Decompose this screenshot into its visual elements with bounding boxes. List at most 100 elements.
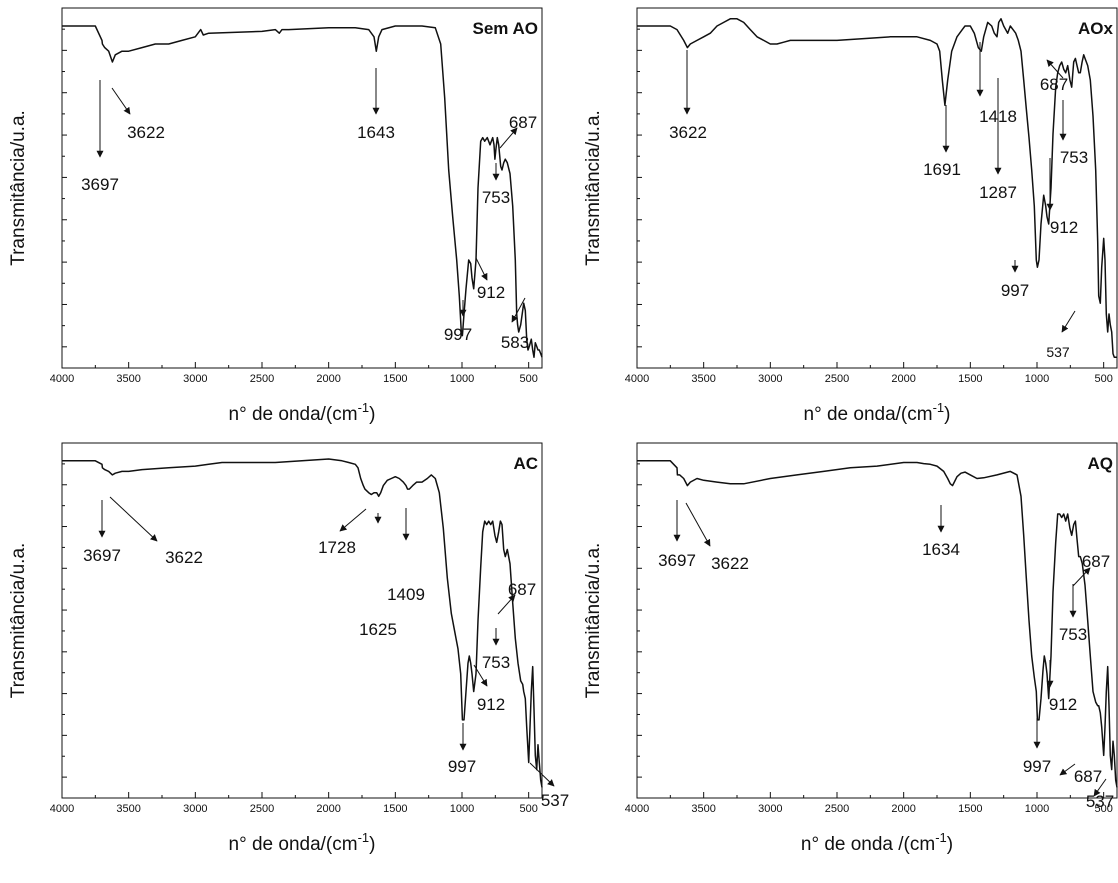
x-tick-label: 2000 [891,373,915,385]
peak-label: 912 [1049,695,1077,714]
peak-label: 537 [1046,344,1070,360]
x-tick-label: 1500 [383,803,407,815]
peak-arrow [499,127,518,149]
peak-label: 997 [1001,281,1029,300]
x-tick-label: 500 [1094,373,1112,385]
peak-label: 997 [444,325,472,344]
peak-label: 3622 [711,554,749,573]
peak-arrow [511,297,526,323]
panel-title: Sem AO [472,19,538,38]
peak-arrow [473,664,488,687]
plot-frame [636,442,1118,799]
peak-label: 687 [1074,767,1102,786]
x-tick-label: 500 [519,803,537,815]
panel-title: AOx [1078,19,1114,38]
x-tick-label: 500 [519,373,537,385]
peak-label: 1409 [387,585,425,604]
x-tick-label: 4000 [50,373,74,385]
peak-label: 997 [1023,757,1051,776]
peak-label: 537 [541,791,569,810]
peak-label: 687 [509,113,537,132]
x-tick-label: 1000 [450,803,474,815]
spectrum-line [62,25,543,358]
y-axis-label: Transmitância/u.a. [583,110,604,266]
spectrum-line [62,458,543,788]
y-axis-label: Transmitância/u.a. [583,543,604,699]
peak-label: 1643 [357,123,395,142]
x-tick-label: 3500 [691,803,715,815]
x-tick-label: 3000 [758,803,782,815]
peak-label: 912 [477,283,505,302]
peak-label: 753 [482,653,510,672]
peak-label: 687 [508,580,536,599]
peak-label: 1691 [923,160,961,179]
plot-frame [61,442,543,799]
x-tick-label: 2000 [316,803,340,815]
x-tick-label: 1500 [958,373,982,385]
x-tick-label: 1500 [958,803,982,815]
peak-label: 3622 [127,123,165,142]
peak-label: 3622 [669,123,707,142]
y-axis-label: Transmitância/u.a. [8,110,29,266]
spectrum-line [637,18,1117,358]
x-tick-label: 1500 [383,373,407,385]
peak-label: 3622 [165,548,203,567]
peak-arrow [685,502,711,547]
peak-arrow [1093,778,1107,797]
x-tick-label: 2500 [250,803,274,815]
peak-label: 753 [482,188,510,207]
peak-label: 753 [1060,148,1088,167]
peak-arrow [1072,567,1091,587]
spectrum-panel-1: 4000 3500 3000 2500 2000 1500 1000 500 Sem AO n° … [8,7,543,425]
x-tick-label: 3000 [758,373,782,385]
peak-label: 753 [1059,625,1087,644]
peak-arrow [475,257,488,281]
peak-label: 912 [1050,218,1078,237]
peak-arrow [1046,59,1064,79]
peak-label: 537 [1086,792,1114,811]
x-tick-label: 3500 [116,803,140,815]
x-axis-label: n° de onda/(cm-1) [229,400,376,425]
peak-arrow [1061,310,1076,333]
x-tick-label: 500 [1094,803,1112,815]
x-tick-label: 2500 [250,373,274,385]
peak-arrow [111,87,131,115]
x-tick-label: 4000 [625,373,649,385]
peak-label: 3697 [83,546,121,565]
peak-label: 687 [1040,75,1068,94]
peak-label: 912 [477,695,505,714]
x-tick-label: 3000 [183,373,207,385]
peak-label: 3697 [658,551,696,570]
peak-label: 583 [501,333,529,352]
x-tick-label: 4000 [50,803,74,815]
peak-arrow [1059,763,1076,776]
peak-label: 1634 [922,540,960,559]
x-axis-label: n° de onda/(cm-1) [229,830,376,855]
peak-arrow [529,762,555,787]
x-tick-label: 4000 [625,803,649,815]
x-tick-label: 1000 [450,373,474,385]
peak-label: 1287 [979,183,1017,202]
x-tick-label: 1000 [1025,373,1049,385]
x-axis-label: n° de onda /(cm-1) [801,830,953,855]
panel-title: AQ [1088,454,1114,473]
x-tick-label: 1000 [1025,803,1049,815]
peak-label: 1625 [359,620,397,639]
peak-label: 3697 [81,175,119,194]
peak-label: 1728 [318,538,356,557]
x-tick-label: 2000 [316,373,340,385]
panel-title: AC [513,454,538,473]
x-tick-label: 2000 [891,803,915,815]
x-tick-label: 3500 [116,373,140,385]
x-tick-label: 2500 [825,803,849,815]
x-tick-label: 2500 [825,373,849,385]
spectrum-line [637,460,1118,788]
plot-frame [636,7,1118,369]
peak-arrow [339,508,367,532]
peak-label: 997 [448,757,476,776]
peak-label: 687 [1082,552,1110,571]
peak-arrow [497,594,516,615]
x-tick-label: 3000 [183,803,207,815]
y-axis-label: Transmitância/u.a. [8,543,29,699]
